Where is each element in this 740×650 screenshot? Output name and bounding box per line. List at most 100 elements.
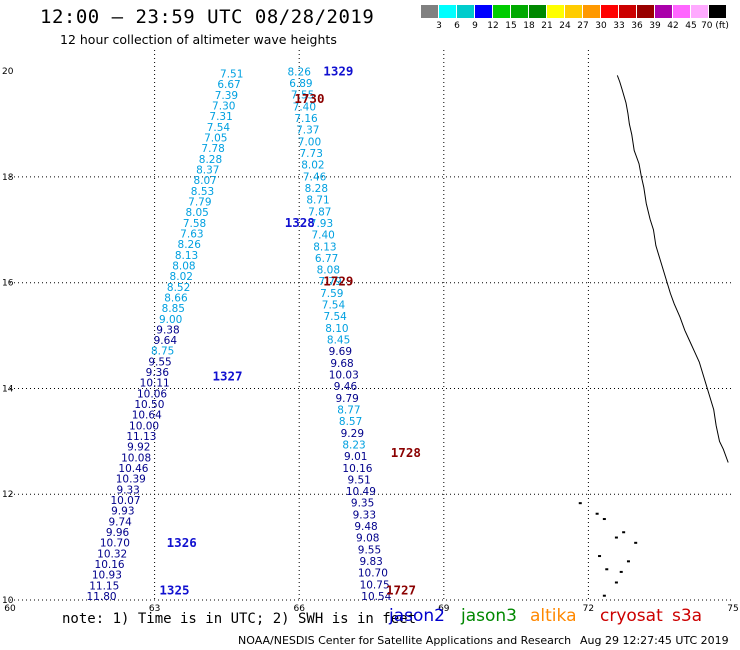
- swh-value-track-b: 7.54: [322, 300, 346, 312]
- swh-value-track-a: 9.33: [116, 484, 139, 496]
- y-tick-label: 14: [2, 384, 14, 394]
- swh-value-track-a: 8.85: [162, 303, 185, 315]
- swh-value-track-b: 7.16: [294, 113, 318, 125]
- swh-value-track-a: 10.70: [100, 538, 130, 550]
- swh-value-track-a: 10.50: [134, 399, 164, 411]
- island: [614, 536, 618, 539]
- swh-value-track-a: 7.39: [215, 90, 238, 102]
- swh-value-track-a: 10.16: [95, 559, 125, 571]
- swh-value-track-a: 8.05: [185, 207, 208, 219]
- x-tick-label: 63: [149, 604, 160, 614]
- island: [602, 594, 606, 597]
- y-tick-label: 10: [2, 596, 14, 606]
- swh-value-track-b: 7.37: [296, 125, 319, 137]
- swh-value-track-a: 8.28: [199, 154, 222, 166]
- satellite-altika: altika: [530, 606, 577, 626]
- swh-value-track-a: 10.00: [129, 420, 159, 432]
- swh-value-track-a: 11.13: [126, 431, 156, 443]
- swh-value-track-b: 9.08: [356, 533, 379, 545]
- legend-swatch: [475, 5, 492, 18]
- swh-value-track-a: 8.66: [164, 292, 188, 304]
- swh-value-track-b: 9.83: [359, 556, 382, 568]
- swh-value-track-b: 9.68: [330, 358, 353, 370]
- island: [634, 541, 638, 544]
- swh-value-track-b: 8.45: [327, 335, 350, 347]
- pass-label: 1328: [285, 215, 315, 230]
- swh-value-track-b: 6.77: [315, 253, 338, 265]
- swh-value-track-b: 10.16: [342, 463, 372, 475]
- legend-swatch: [547, 5, 564, 18]
- legend-swatch: [439, 5, 456, 18]
- swh-value-track-b: 9.46: [334, 381, 358, 393]
- swh-value-track-a: 11.80: [87, 591, 117, 603]
- swh-value-track-b: 8.02: [301, 160, 324, 172]
- island: [619, 570, 623, 573]
- y-tick-label: 18: [2, 173, 14, 183]
- swh-value-track-b: 10.75: [360, 579, 390, 591]
- swh-value-track-a: 10.46: [118, 463, 148, 475]
- swh-value-track-a: 8.07: [193, 175, 216, 187]
- legend-label: 6: [454, 21, 460, 31]
- swh-value-track-a: 10.11: [140, 378, 170, 390]
- swh-value-track-b: 10.70: [358, 568, 388, 580]
- pass-label: 1326: [167, 535, 197, 550]
- swh-value-track-b: 8.28: [305, 183, 328, 195]
- swh-value-track-a: 8.53: [191, 186, 214, 198]
- pass-label: 1730: [294, 91, 324, 106]
- swh-value-track-b: 7.40: [293, 101, 316, 113]
- legend-swatch: [511, 5, 528, 18]
- swh-value-track-b: 8.23: [342, 439, 365, 451]
- legend-swatch: [655, 5, 672, 18]
- swh-value-track-a: 7.31: [209, 111, 232, 123]
- swh-value-track-b: 8.77: [337, 404, 360, 416]
- timestamp: Aug 29 12:27:45 UTC 2019: [580, 634, 729, 647]
- coastline: [616, 75, 729, 463]
- swh-value-track-a: 10.06: [137, 388, 167, 400]
- x-tick-label: 72: [583, 604, 594, 614]
- island: [622, 531, 626, 534]
- swh-value-track-a: 8.13: [175, 250, 198, 262]
- legend-swatch: [565, 5, 582, 18]
- satellite-cryosat: cryosat: [600, 606, 663, 626]
- legend-swatch: [583, 5, 600, 18]
- legend-label: 3: [436, 21, 442, 31]
- legend-swatch: [619, 5, 636, 18]
- swh-value-track-a: 7.79: [188, 196, 211, 208]
- swh-value-track-b: 8.08: [317, 265, 340, 277]
- legend-swatch: [637, 5, 654, 18]
- legend-label: 15: [505, 21, 517, 31]
- swh-value-track-b: 6.89: [289, 78, 312, 90]
- island: [626, 560, 630, 563]
- swh-value-track-b: 10.49: [346, 486, 376, 498]
- legend-swatch: [691, 5, 708, 18]
- legend-label: 18: [523, 21, 535, 31]
- pass-label: 1329: [323, 63, 353, 78]
- swh-value-track-b: 7.40: [311, 230, 334, 242]
- legend-label: 21: [541, 21, 553, 31]
- swh-value-track-b: 8.10: [325, 323, 348, 335]
- swh-value-track-a: 11.15: [89, 580, 119, 592]
- x-tick-label: 69: [438, 604, 450, 614]
- swh-value-track-b: 7.79: [318, 276, 341, 288]
- swh-value-track-a: 7.63: [180, 228, 203, 240]
- island: [602, 518, 606, 521]
- swh-value-track-b: 9.35: [351, 498, 374, 510]
- footer-note: note: 1) Time is in UTC; 2) SWH is in fe…: [62, 611, 417, 627]
- swh-value-track-a: 6.67: [217, 79, 240, 91]
- legend-label: 9: [472, 21, 478, 31]
- swh-value-track-b: 7.46: [303, 171, 327, 183]
- swh-value-track-a: 7.54: [207, 122, 231, 134]
- swh-value-track-a: 8.02: [170, 271, 193, 283]
- legend-label: 39: [649, 21, 661, 31]
- swh-value-track-b: 9.69: [329, 346, 352, 358]
- swh-value-track-b: 8.71: [306, 195, 329, 207]
- swh-value-track-b: 8.26: [288, 66, 312, 78]
- swh-value-track-b: 8.57: [339, 416, 362, 428]
- pass-label: 1729: [323, 273, 353, 288]
- swh-value-track-a: 9.93: [111, 506, 134, 518]
- legend-label: 36: [631, 21, 643, 31]
- swh-value-track-b: 7.87: [308, 206, 331, 218]
- legend-label: 27: [577, 21, 589, 31]
- swh-value-track-a: 9.96: [106, 527, 130, 539]
- swh-value-track-a: 10.32: [97, 548, 127, 560]
